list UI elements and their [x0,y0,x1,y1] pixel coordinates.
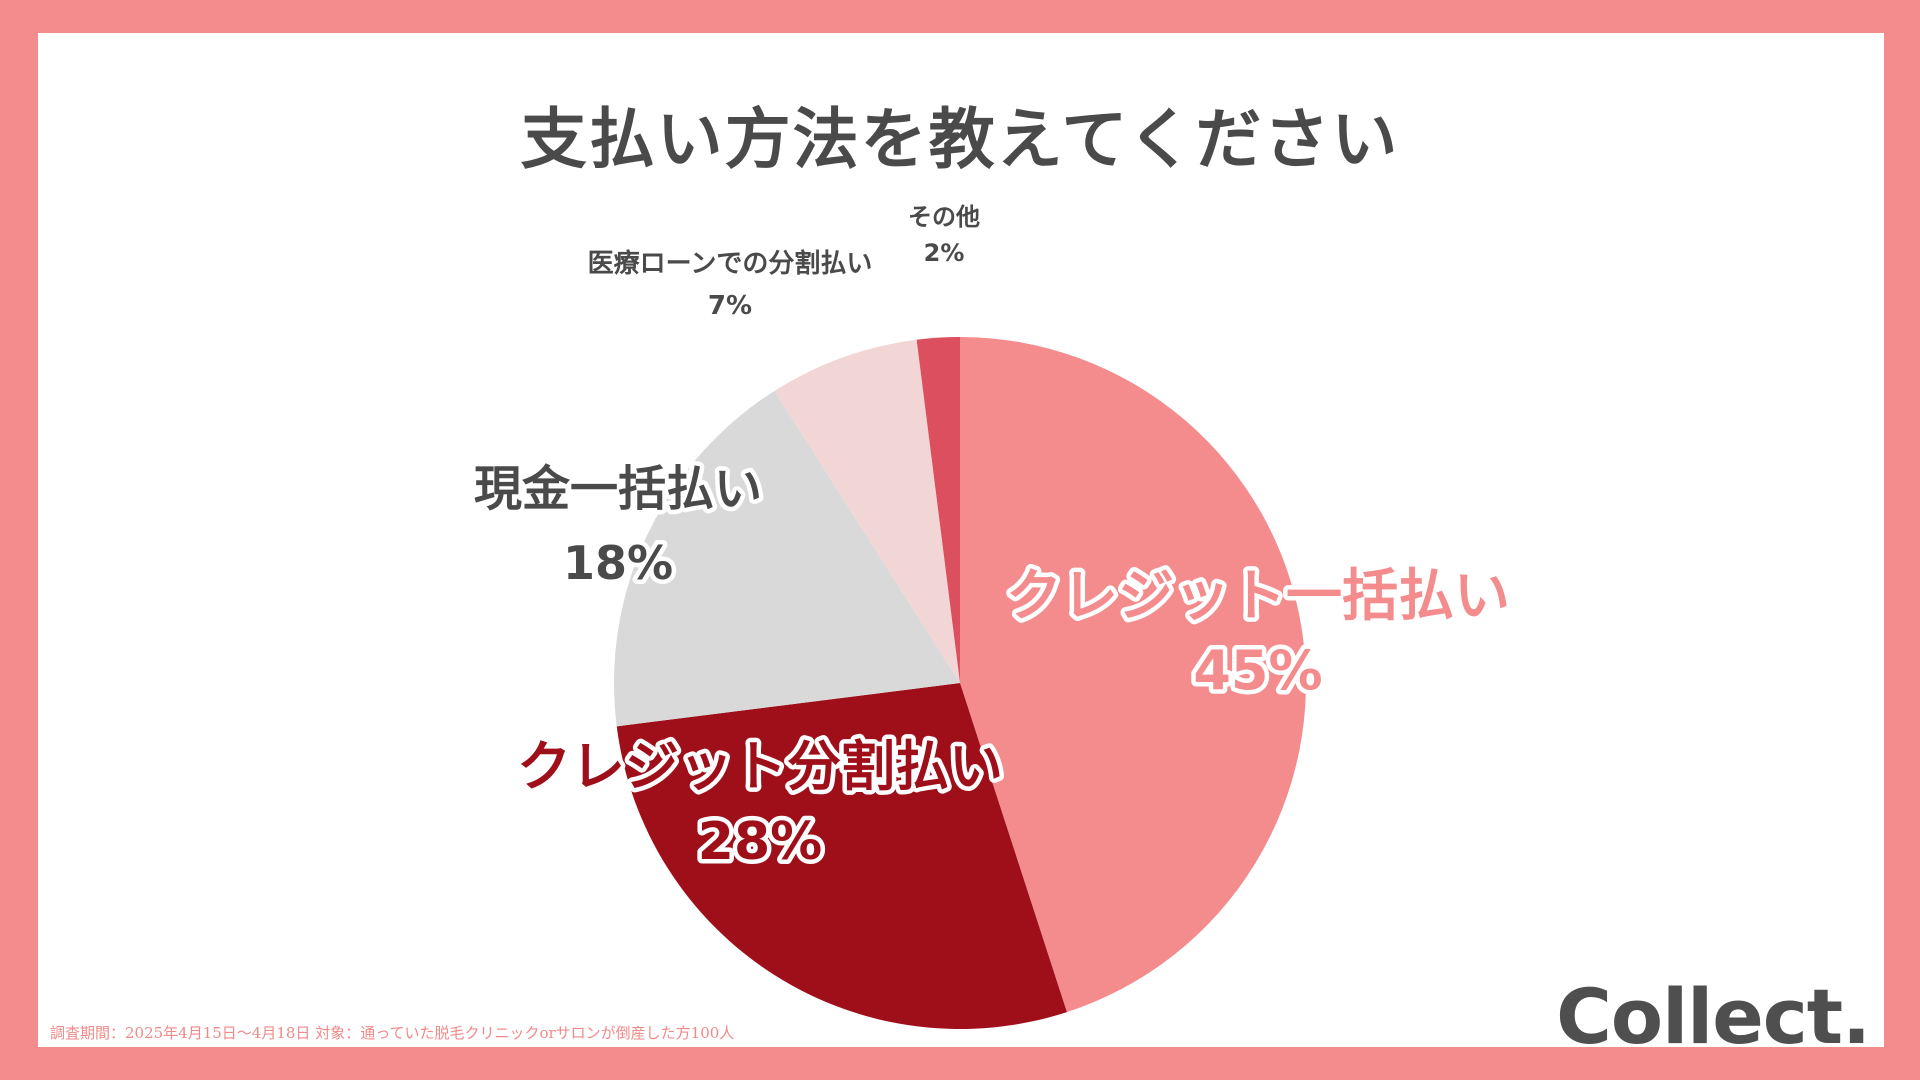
slice-label: その他 [908,203,980,231]
pie-slice [774,339,960,683]
pie-slice [616,683,1067,1029]
survey-footnote: 調査期間：2025年4月15日～4月18日 対象：通っていた脱毛クリニックorサ… [50,1024,735,1042]
slice-label: 医療ローンでの分割払い [588,248,873,279]
pie-slice [960,337,1306,1013]
slice-label: クレジット一括払い [1006,564,1510,629]
chart-title: 支払い方法を教えてください [520,101,1400,178]
slice-value-label: 7% [708,291,752,321]
pie-slice [916,337,960,683]
slice-value-label: 2% [924,239,965,267]
collect-logo: Collect. [1556,972,1871,1061]
slice-label: 現金一括払い [474,461,762,517]
slice-value-label: 28% [698,812,822,872]
slice-label: クレジット分割払い [517,735,1003,798]
slice-value-label: 45% [1193,639,1322,702]
pie-slice [614,390,960,727]
slice-value-label: 18% [563,536,673,590]
